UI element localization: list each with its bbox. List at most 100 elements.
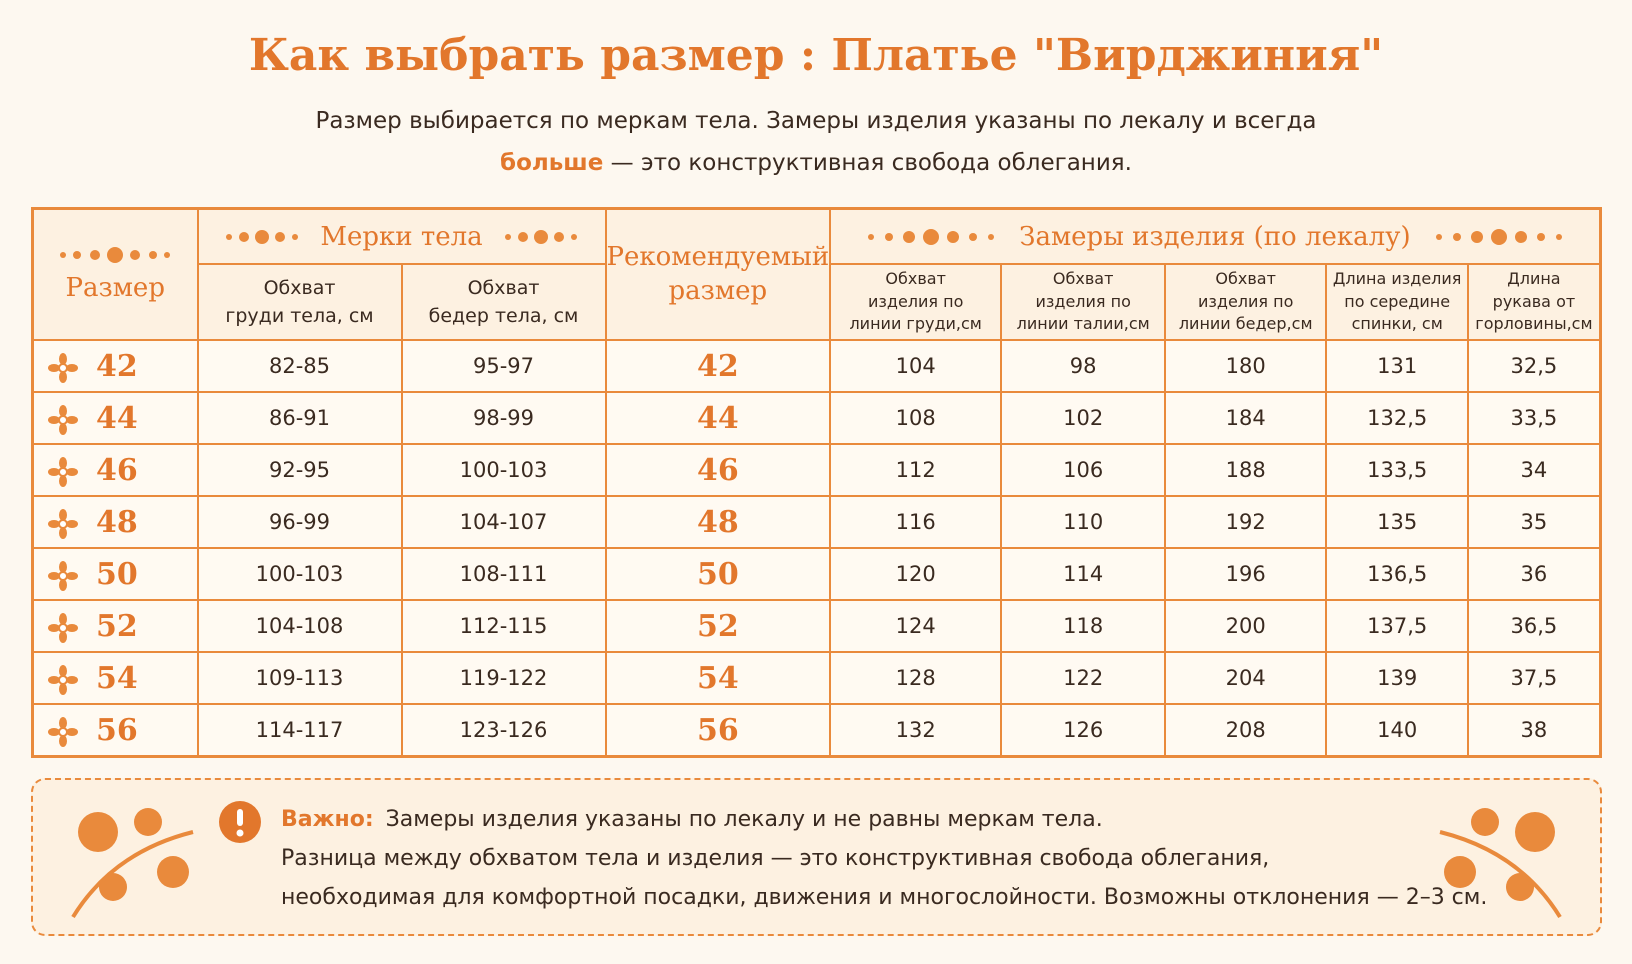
table-cell: 109-113	[196, 651, 403, 705]
note-line: Разница между обхватом тела и изделия — …	[281, 839, 1487, 878]
size-value: 54	[96, 660, 138, 696]
table-cell: 123-126	[400, 703, 607, 758]
table-cell: 98	[1000, 339, 1167, 393]
note-line: Важно: Замеры изделия указаны по лекалу и…	[281, 800, 1487, 839]
flower-icon	[48, 560, 78, 591]
table-cell: 92-95	[196, 443, 403, 497]
subheader-cell: Обхват изделия по линии талии,см	[1000, 263, 1167, 341]
flower-icon	[48, 456, 78, 487]
subheader-cell: Обхват изделия по линии бедер,см	[1164, 263, 1328, 341]
table-cell: 102	[1000, 391, 1167, 445]
ornament	[226, 229, 299, 244]
note-line-text: Замеры изделия указаны по лекалу и не ра…	[385, 807, 1103, 832]
size-cell: 44	[31, 391, 199, 445]
table-cell: 35	[1467, 495, 1602, 549]
recommended-size: 52	[604, 599, 832, 653]
ornament	[504, 229, 577, 244]
note-box: Важно: Замеры изделия указаны по лекалу и…	[31, 778, 1602, 936]
table-row: 50 100-103 108-111 50 120 114 196 136,5 36	[31, 547, 1602, 601]
table-row: 56 114-117 123-126 56 132 126 208 140 38	[31, 703, 1602, 758]
table-cell: 120	[829, 547, 1003, 601]
table-cell: 98-99	[400, 391, 607, 445]
size-cell: 52	[31, 599, 199, 653]
table-cell: 37,5	[1467, 651, 1602, 705]
size-value: 48	[96, 504, 138, 540]
table-cell: 86-91	[196, 391, 403, 445]
table-cell: 33,5	[1467, 391, 1602, 445]
table-cell: 38	[1467, 703, 1602, 758]
size-value: 56	[96, 712, 138, 748]
flower-icon	[48, 404, 78, 435]
table-cell: 128	[829, 651, 1003, 705]
flower-icon	[48, 352, 78, 383]
table-cell: 196	[1164, 547, 1328, 601]
header-text: Размер	[65, 272, 165, 303]
table-row: 44 86-91 98-99 44 108 102 184 132,5 33,5	[31, 391, 1602, 445]
warning-icon	[219, 801, 261, 843]
header-cell: Замеры изделия (по лекалу)	[829, 207, 1602, 265]
table-cell: 34	[1467, 443, 1602, 497]
table-cell: 116	[829, 495, 1003, 549]
table-cell: 100-103	[400, 443, 607, 497]
subheader-cell: Длина рукава от горловины,см	[1467, 263, 1602, 341]
table-cell: 180	[1164, 339, 1328, 393]
size-value: 44	[96, 400, 138, 436]
subheader-cell: Длина изделия по середине спинки, см	[1325, 263, 1470, 341]
table-cell: 112-115	[400, 599, 607, 653]
size-cell: 42	[31, 339, 199, 393]
table-cell: 104	[829, 339, 1003, 393]
table-cell: 114	[1000, 547, 1167, 601]
ornament	[60, 246, 171, 263]
size-cell: 46	[31, 443, 199, 497]
subtitle-text: — это конструктивная свобода облегания.	[603, 150, 1132, 176]
table-cell: 122	[1000, 651, 1167, 705]
size-value: 52	[96, 608, 138, 644]
header-text: Замеры изделия (по лекалу)	[1019, 221, 1411, 252]
floral-ornament	[71, 808, 194, 919]
table-cell: 112	[829, 443, 1003, 497]
table-cell: 208	[1164, 703, 1328, 758]
size-cell: 48	[31, 495, 199, 549]
table-cell: 140	[1325, 703, 1470, 758]
table-cell: 104-107	[400, 495, 607, 549]
header-text: Мерки тела	[320, 221, 483, 252]
ornament	[1435, 228, 1562, 245]
table-row: 42 82-85 95-97 42 104 98 180 131 32,5	[31, 339, 1602, 393]
flower-icon	[48, 612, 78, 643]
subtitle-line: больше — это конструктивная свобода обле…	[0, 150, 1632, 176]
table-cell: 118	[1000, 599, 1167, 653]
table-cell: 137,5	[1325, 599, 1470, 653]
table-cell: 192	[1164, 495, 1328, 549]
table-cell: 135	[1325, 495, 1470, 549]
title: Как выбрать размер : Платье "Вирджиния"	[248, 30, 1384, 81]
recommended-size: 50	[604, 547, 832, 601]
recommended-size: 54	[604, 651, 832, 705]
recommended-size: 42	[604, 339, 832, 393]
header-cell: Размер	[31, 207, 199, 341]
recommended-size: 48	[604, 495, 832, 549]
size-cell: 54	[31, 651, 199, 705]
size-value: 42	[96, 348, 138, 384]
table-cell: 36,5	[1467, 599, 1602, 653]
table-cell: 110	[1000, 495, 1167, 549]
subtitle-line: Размер выбирается по меркам тела. Замеры…	[315, 108, 1317, 134]
table-cell: 124	[829, 599, 1003, 653]
subheader-cell: Обхват изделия по линии груди,см	[829, 263, 1003, 341]
table-cell: 131	[1325, 339, 1470, 393]
table-cell: 188	[1164, 443, 1328, 497]
subheader-cell: Обхват груди тела, см	[196, 263, 403, 341]
table-cell: 96-99	[196, 495, 403, 549]
table-cell: 100-103	[196, 547, 403, 601]
recommended-size: 44	[604, 391, 832, 445]
table-row: 46 92-95 100-103 46 112 106 188 133,5 34	[31, 443, 1602, 497]
table-cell: 119-122	[400, 651, 607, 705]
size-value: 46	[96, 452, 138, 488]
size-cell: 56	[31, 703, 199, 758]
flower-icon	[48, 716, 78, 747]
table-row: 54 109-113 119-122 54 128 122 204 139 37,5	[31, 651, 1602, 705]
subtitle-bold: больше	[500, 150, 604, 176]
floral-ornament	[1439, 808, 1562, 919]
table-row: 52 104-108 112-115 52 124 118 200 137,5 36,5	[31, 599, 1602, 653]
table-cell: 36	[1467, 547, 1602, 601]
table-cell: 204	[1164, 651, 1328, 705]
